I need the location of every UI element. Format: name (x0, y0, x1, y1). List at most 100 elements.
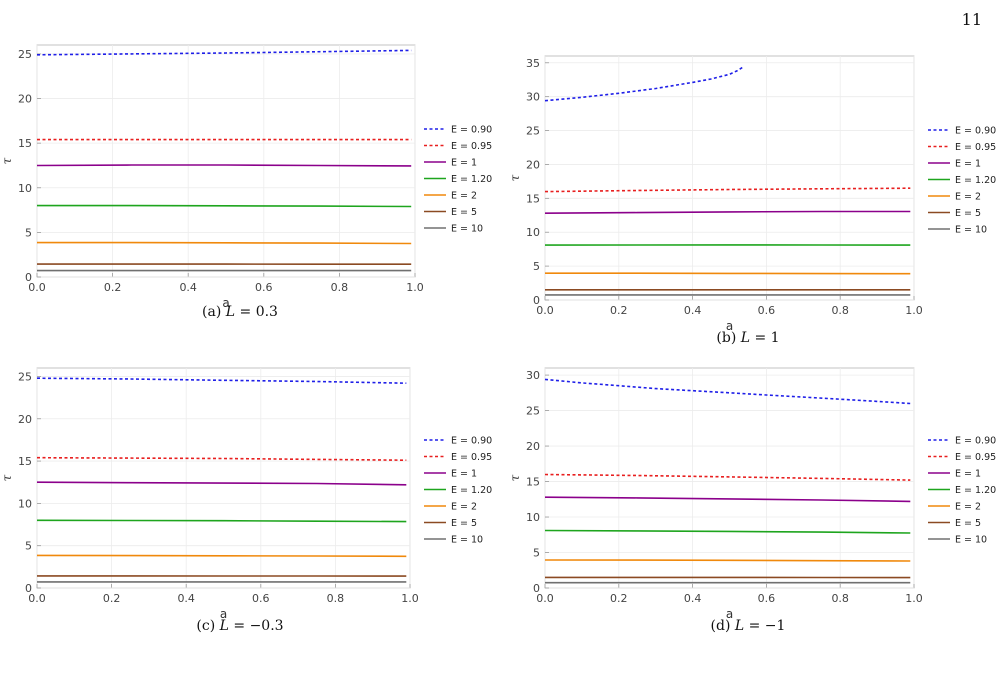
x-tick-label: 0.8 (831, 304, 849, 317)
legend-label: E = 0.90 (451, 436, 492, 447)
x-tick-label: 0.8 (327, 592, 345, 605)
x-tick-label: 1.0 (905, 304, 923, 317)
x-tick-label: 0.8 (331, 281, 349, 294)
legend-label: E = 1.20 (955, 175, 996, 186)
legend-label: E = 0.95 (451, 141, 492, 152)
x-tick-label: 0.4 (684, 304, 702, 317)
y-tick-label: 15 (18, 455, 32, 468)
series-line-4 (37, 206, 411, 207)
legend-label: E = 2 (451, 191, 477, 202)
caption-value: = 1 (750, 330, 780, 346)
y-tick-label: 10 (526, 511, 540, 524)
y-tick-label: 20 (18, 93, 32, 106)
y-tick-label: 5 (25, 226, 32, 239)
x-tick-label: 0.6 (255, 281, 273, 294)
y-tick-label: 5 (533, 260, 540, 273)
y-axis-label: τ (508, 174, 522, 181)
y-tick-label: 15 (526, 476, 540, 489)
legend-label: E = 5 (955, 208, 981, 219)
y-tick-label: 10 (526, 226, 540, 239)
series-line-4 (545, 531, 910, 534)
x-tick-label: 1.0 (401, 592, 419, 605)
x-tick-label: 0.4 (179, 281, 197, 294)
y-tick-label: 0 (533, 294, 540, 307)
y-tick-label: 35 (526, 57, 540, 70)
x-tick-label: 1.0 (406, 281, 424, 294)
series-line-1 (545, 68, 742, 101)
legend-label: E = 10 (955, 535, 987, 546)
plot-frame (545, 56, 914, 300)
x-tick-label: 0.6 (758, 592, 776, 605)
series-line-3 (545, 497, 910, 501)
series-line-2 (37, 458, 406, 461)
caption-prefix: (b) (716, 330, 740, 346)
series-line-5 (37, 243, 411, 244)
y-axis-label: τ (508, 474, 522, 481)
y-tick-label: 20 (526, 158, 540, 171)
x-tick-label: 0.2 (610, 304, 628, 317)
y-tick-label: 30 (526, 369, 540, 382)
legend-label: E = 5 (451, 207, 477, 218)
legend-label: E = 1 (955, 469, 981, 480)
y-axis-label: τ (0, 474, 14, 481)
x-tick-label: 0.6 (758, 304, 776, 317)
y-tick-label: 25 (526, 405, 540, 418)
y-tick-label: 30 (526, 91, 540, 104)
chart-panel-3: 0.0 0.2 0.4 0.6 0.8 1.0 0 5 10 15 20 25 a τ E = 0.90 E … (0, 368, 492, 634)
legend-label: E = 0.90 (955, 126, 996, 137)
x-tick-label: 0.2 (104, 281, 122, 294)
caption-value: = −1 (744, 618, 785, 634)
legend-label: E = 10 (451, 224, 483, 235)
y-tick-label: 0 (25, 271, 32, 284)
legend-label: E = 10 (451, 535, 483, 546)
legend-label: E = 1 (955, 159, 981, 170)
panel-caption: (a) L = 0.3 (202, 304, 278, 320)
panel-caption: (d) L = −1 (711, 618, 786, 634)
series-line-4 (37, 520, 406, 521)
legend-label: E = 10 (955, 225, 987, 236)
legend-label: E = 0.90 (955, 436, 996, 447)
chart-panel-2: 0.0 0.2 0.4 0.6 0.8 1.0 0 5 10 15 20 25 30 35 a τ E = 0.… (508, 56, 996, 346)
y-tick-label: 20 (526, 440, 540, 453)
legend-label: E = 1 (451, 158, 477, 169)
series-line-3 (37, 165, 411, 166)
legend-label: E = 0.95 (955, 452, 996, 463)
chart-panel-4: 0.0 0.2 0.4 0.6 0.8 1.0 0 5 10 15 20 25 30 a τ E = 0.90… (508, 368, 996, 634)
y-tick-label: 10 (18, 497, 32, 510)
series-line-3 (37, 482, 406, 485)
caption-prefix: (d) (711, 618, 735, 634)
caption-variable: L (219, 618, 229, 634)
caption-value: = 0.3 (235, 304, 278, 320)
legend-label: E = 1 (451, 469, 477, 480)
chart-panel-1: 0.0 0.2 0.4 0.6 0.8 1.00510152025aτE = 0.90E … (0, 45, 492, 320)
series-line-5 (545, 273, 910, 274)
series-line-3 (545, 212, 910, 214)
y-tick-label: 25 (18, 370, 32, 383)
series-line-5 (545, 560, 910, 561)
legend-label: E = 2 (955, 192, 981, 203)
series-line-2 (545, 475, 910, 481)
legend-label: E = 1.20 (451, 174, 492, 185)
y-tick-label: 25 (18, 48, 32, 61)
series-line-1 (37, 378, 406, 383)
caption-variable: L (740, 330, 750, 346)
y-tick-label: 15 (526, 192, 540, 205)
legend-label: E = 2 (451, 502, 477, 513)
x-tick-label: 0.2 (610, 592, 628, 605)
y-tick-label: 20 (18, 413, 32, 426)
x-tick-label: 0.4 (177, 592, 195, 605)
legend-label: E = 2 (955, 502, 981, 513)
y-tick-label: 15 (18, 137, 32, 150)
x-tick-label: 0.2 (103, 592, 121, 605)
legend-label: E = 1.20 (451, 485, 492, 496)
caption-prefix: (a) (202, 304, 226, 320)
y-tick-label: 5 (533, 547, 540, 560)
y-axis-label: τ (0, 157, 14, 164)
panel-caption: (b) L = 1 (716, 330, 779, 346)
caption-variable: L (734, 618, 744, 634)
series-line-1 (545, 379, 910, 403)
y-tick-label: 0 (25, 582, 32, 595)
y-tick-label: 5 (25, 540, 32, 553)
legend-label: E = 5 (955, 518, 981, 529)
